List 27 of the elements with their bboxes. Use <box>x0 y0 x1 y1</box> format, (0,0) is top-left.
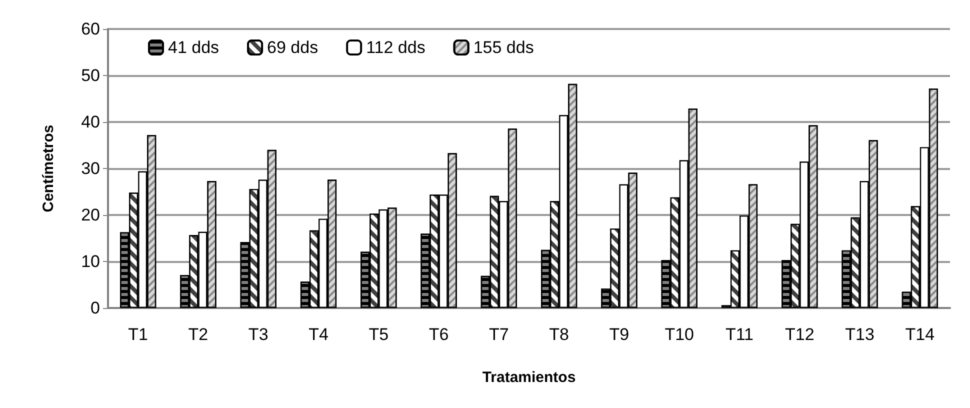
x-tick-label: T9 <box>609 325 630 344</box>
y-tick-label: 10 <box>81 252 100 271</box>
y-tick-label: 0 <box>90 298 100 318</box>
x-tick-label: T4 <box>308 325 328 344</box>
x-tick-label: T7 <box>489 325 509 344</box>
y-tick-label: 50 <box>81 66 100 85</box>
legend-label: 41 dds <box>168 38 220 57</box>
x-tick-label: T12 <box>784 325 814 344</box>
legend-label: 155 dds <box>473 38 534 57</box>
legend-label: 112 dds <box>366 38 426 57</box>
x-tick-label: T3 <box>248 325 268 344</box>
x-tick-label: T6 <box>428 325 449 344</box>
x-tick-label: T10 <box>664 325 694 344</box>
y-tick-label: 40 <box>81 112 100 132</box>
x-tick-label: T14 <box>905 325 935 344</box>
y-tick-label: 60 <box>81 20 100 38</box>
y-axis-title: Centímetros <box>40 124 57 212</box>
x-tick-label: T5 <box>368 325 389 344</box>
x-tick-label: T11 <box>725 325 754 344</box>
legend-label: 69 dds <box>267 38 318 57</box>
y-tick-label: 30 <box>81 159 100 178</box>
x-tick-label: T13 <box>845 325 874 344</box>
x-axis-title: Tratamientos <box>482 369 576 386</box>
x-tick-label: T2 <box>188 325 208 344</box>
x-tick-label: T1 <box>128 325 148 344</box>
x-tick-label: T8 <box>549 325 569 344</box>
y-tick-label: 20 <box>81 206 100 224</box>
